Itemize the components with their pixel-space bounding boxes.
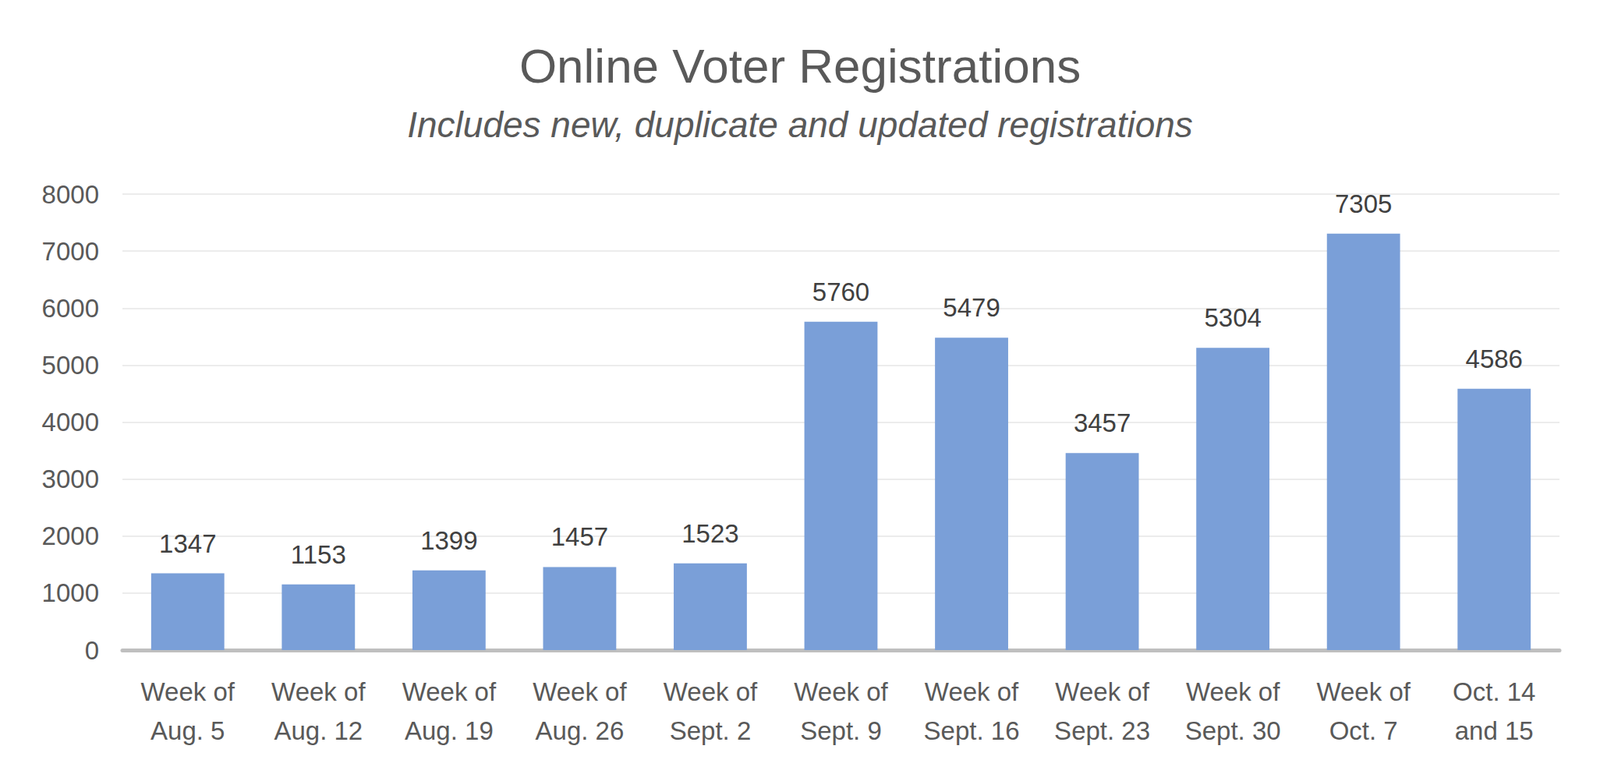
svg-text:Aug. 5: Aug. 5 [150, 716, 225, 746]
svg-text:Week of: Week of [1054, 677, 1150, 707]
svg-text:5479: 5479 [942, 293, 1000, 323]
svg-text:Online Voter Registrations: Online Voter Registrations [519, 38, 1081, 93]
svg-text:3457: 3457 [1073, 408, 1131, 438]
svg-text:Sept. 16: Sept. 16 [923, 716, 1020, 746]
svg-text:5304: 5304 [1203, 303, 1261, 333]
svg-text:Includes new, duplicate and up: Includes new, duplicate and updated regi… [407, 104, 1193, 146]
svg-text:1457: 1457 [551, 522, 609, 552]
svg-text:5760: 5760 [812, 277, 870, 307]
svg-text:Aug. 26: Aug. 26 [535, 716, 625, 746]
svg-text:Week of: Week of [271, 677, 366, 707]
svg-text:7000: 7000 [42, 237, 100, 266]
svg-text:Week of: Week of [402, 677, 497, 707]
svg-text:4586: 4586 [1465, 344, 1523, 374]
svg-text:6000: 6000 [42, 293, 100, 323]
svg-text:Aug. 12: Aug. 12 [273, 716, 363, 746]
svg-text:1153: 1153 [290, 540, 347, 570]
svg-text:Oct. 14: Oct. 14 [1452, 677, 1536, 707]
svg-text:Week of: Week of [141, 677, 236, 707]
svg-text:Sept. 9: Sept. 9 [800, 716, 882, 746]
svg-text:8000: 8000 [42, 180, 100, 209]
svg-text:Week of: Week of [793, 677, 889, 707]
svg-text:1000: 1000 [42, 578, 100, 608]
svg-text:4000: 4000 [42, 407, 100, 437]
svg-text:7305: 7305 [1334, 189, 1392, 219]
svg-text:Week of: Week of [663, 677, 758, 707]
svg-text:Oct. 7: Oct. 7 [1329, 716, 1399, 746]
svg-text:Week of: Week of [924, 677, 1020, 707]
svg-text:Sept. 2: Sept. 2 [669, 716, 752, 746]
svg-text:1347: 1347 [159, 529, 216, 559]
svg-text:Week of: Week of [1185, 677, 1281, 707]
svg-text:1523: 1523 [681, 519, 739, 549]
svg-text:2000: 2000 [42, 521, 100, 551]
svg-text:and 15: and 15 [1454, 716, 1534, 746]
svg-text:Week of: Week of [532, 677, 627, 707]
svg-text:Aug. 19: Aug. 19 [404, 716, 494, 746]
svg-text:5000: 5000 [42, 350, 100, 380]
svg-text:3000: 3000 [42, 464, 100, 494]
svg-text:Sept. 23: Sept. 23 [1054, 716, 1151, 746]
svg-text:0: 0 [84, 636, 100, 666]
svg-text:Sept. 30: Sept. 30 [1185, 716, 1282, 746]
svg-text:1399: 1399 [420, 526, 478, 556]
svg-text:Week of: Week of [1316, 677, 1411, 707]
